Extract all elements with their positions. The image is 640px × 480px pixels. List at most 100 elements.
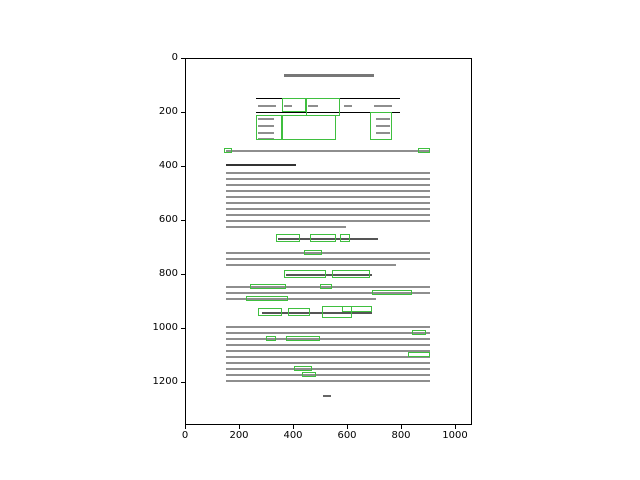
y-tick — [181, 328, 185, 329]
text-line — [226, 214, 430, 216]
text-line — [226, 356, 430, 358]
text-line — [226, 338, 430, 340]
page-header-line — [284, 74, 374, 77]
x-tick — [401, 425, 402, 429]
y-tick — [181, 112, 185, 113]
y-tick-label: 1200 — [152, 376, 178, 387]
results-table — [256, 98, 400, 140]
equation-box — [310, 234, 336, 242]
table-text — [344, 105, 352, 107]
text-line — [226, 258, 430, 260]
text-line — [226, 264, 396, 266]
document-page-image — [222, 62, 433, 402]
x-tick-label: 600 — [337, 430, 357, 441]
equation-box — [332, 270, 370, 278]
text-line — [226, 184, 430, 186]
section-heading — [226, 164, 296, 166]
x-tick-label: 400 — [283, 430, 303, 441]
y-tick-label: 400 — [158, 160, 178, 171]
table-rule — [256, 112, 400, 113]
table-text — [376, 125, 390, 127]
text-line — [226, 196, 430, 198]
caption-line — [226, 150, 430, 152]
table-text — [376, 132, 390, 134]
y-tick-label: 600 — [158, 214, 178, 225]
text-line — [226, 208, 430, 210]
equation-box — [276, 234, 300, 242]
text-line — [226, 332, 430, 334]
table-text — [308, 105, 318, 107]
equation-box — [340, 234, 350, 242]
text-box — [302, 372, 316, 377]
text-box — [372, 290, 412, 295]
y-tick — [181, 382, 185, 383]
text-box — [286, 336, 320, 341]
text-line — [226, 326, 430, 328]
table-text — [258, 132, 274, 134]
text-line — [226, 344, 430, 346]
x-tick — [185, 425, 186, 429]
y-tick — [181, 274, 185, 275]
text-box — [320, 284, 332, 289]
table-text — [258, 118, 274, 120]
text-box — [250, 284, 286, 289]
text-line — [226, 178, 430, 180]
text-line — [226, 298, 376, 300]
table-cell-box — [306, 98, 340, 116]
equation-box — [284, 270, 326, 278]
text-box — [266, 336, 276, 341]
text-line — [226, 220, 430, 222]
table-cell-box — [282, 115, 336, 140]
table-cell-box — [282, 98, 306, 112]
y-tick-label: 800 — [158, 268, 178, 279]
text-line — [226, 374, 430, 376]
x-tick-label: 0 — [181, 430, 189, 441]
text-line — [226, 286, 430, 288]
x-tick — [239, 425, 240, 429]
page-number-line — [323, 395, 331, 397]
table-text — [374, 105, 392, 107]
y-tick — [181, 58, 185, 59]
equation-line — [286, 274, 372, 276]
text-line — [226, 380, 430, 382]
caption-box — [224, 148, 232, 153]
table-text — [376, 118, 390, 120]
y-tick-label: 0 — [171, 52, 178, 63]
caption-box — [418, 148, 430, 153]
x-tick — [455, 425, 456, 429]
y-tick-label: 1000 — [152, 322, 178, 333]
text-line — [226, 190, 430, 192]
text-line — [226, 350, 430, 352]
x-tick — [347, 425, 348, 429]
text-line — [226, 368, 430, 370]
y-tick — [181, 166, 185, 167]
text-line — [226, 172, 430, 174]
text-line — [226, 226, 346, 228]
table-cell-box — [370, 112, 392, 140]
table-cell-box — [256, 115, 282, 140]
y-tick — [181, 220, 185, 221]
table-text — [258, 105, 276, 107]
x-tick — [293, 425, 294, 429]
x-tick-label: 1000 — [442, 430, 468, 441]
text-box — [246, 296, 288, 301]
equation-box — [258, 308, 282, 316]
x-tick-label: 200 — [229, 430, 249, 441]
text-box — [412, 330, 426, 335]
y-tick-label: 200 — [158, 106, 178, 117]
equation-line — [278, 238, 378, 240]
text-box — [294, 366, 312, 371]
text-line — [226, 362, 430, 364]
text-box — [408, 352, 430, 357]
text-box — [304, 250, 322, 255]
text-line — [226, 252, 430, 254]
text-line — [226, 292, 430, 294]
x-tick-label: 800 — [391, 430, 411, 441]
equation-line — [262, 312, 372, 314]
table-text — [258, 125, 274, 127]
equation-box — [342, 306, 372, 312]
equation-box — [322, 306, 352, 318]
table-text — [284, 105, 292, 107]
text-line — [226, 202, 430, 204]
equation-box — [288, 308, 310, 316]
